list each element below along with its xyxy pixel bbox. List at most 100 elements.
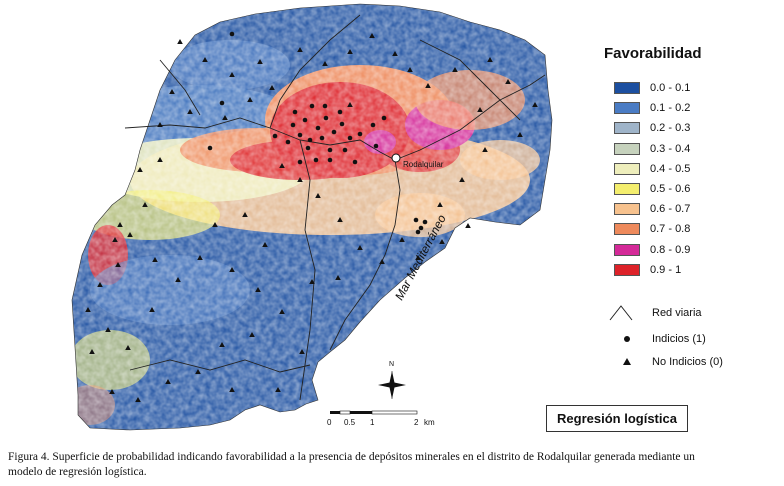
no-indicio-point <box>275 387 281 392</box>
raster-surface <box>72 4 552 430</box>
no-indicio-point <box>399 237 405 242</box>
no-indicio-point <box>127 232 133 237</box>
no-indicio-point <box>517 132 523 137</box>
no-indicio-point <box>392 51 398 56</box>
legend-swatch <box>614 122 640 135</box>
legend-swatch <box>614 162 640 175</box>
scale-tick-0-5: 0.5 <box>344 418 356 427</box>
no-indicio-point <box>482 147 488 152</box>
scale-tick-1: 1 <box>370 418 375 427</box>
no-indicio-point <box>379 259 385 264</box>
scale-bar <box>330 410 418 415</box>
north-arrow <box>378 371 406 399</box>
indicio-point <box>418 225 424 231</box>
no-indicio-point <box>169 89 175 94</box>
indicio-point <box>352 159 358 165</box>
no-indicio-point <box>222 115 228 120</box>
legend-item-label: 0.6 - 0.7 <box>650 203 691 216</box>
indicio-point <box>309 103 315 109</box>
legend-swatch <box>614 142 640 155</box>
legend-item-label: 0.5 - 0.6 <box>650 183 691 195</box>
scale-tick-0: 0 <box>327 418 332 427</box>
indicio-point <box>297 159 303 165</box>
legend-no-indicios-symbol <box>623 358 631 365</box>
no-indicio-point <box>369 33 375 38</box>
indicio-point <box>319 135 325 141</box>
no-indicio-point <box>125 345 131 350</box>
no-indicio-point <box>407 67 413 72</box>
legend-item: 0.7 - 0.8 <box>614 223 690 236</box>
legend-item: 0.1 - 0.2 <box>614 102 691 115</box>
indicio-point <box>313 157 319 163</box>
legend-item: 0.2 - 0.3 <box>614 122 691 135</box>
indicio-point <box>207 145 213 151</box>
legend-item: 0.5 - 0.6 <box>614 183 690 195</box>
no-indicio-point <box>337 217 343 222</box>
indicio-point <box>302 117 308 123</box>
legend-indicios-label: Indicios (1) <box>652 333 706 345</box>
indicio-point <box>323 115 329 121</box>
no-indicio-point <box>262 242 268 247</box>
no-indicio-point <box>149 307 155 312</box>
no-indicio-point <box>117 222 123 227</box>
no-indicio-point <box>465 223 471 228</box>
no-indicio-point <box>187 109 193 114</box>
indicio-point <box>285 139 291 145</box>
no-indicio-point <box>197 255 203 260</box>
indicio-point <box>290 122 296 128</box>
no-indicio-point <box>202 57 208 62</box>
no-indicio-point <box>177 39 183 44</box>
indicio-point <box>297 132 303 138</box>
caption-line-2: modelo de regresión logística. <box>8 466 147 478</box>
indicio-point <box>272 133 278 139</box>
legend-item-label: 0.2 - 0.3 <box>650 122 691 135</box>
legend-swatch <box>614 263 640 276</box>
legend-item-label: 0.9 - 1 <box>650 263 682 276</box>
no-indicio-point <box>439 239 445 244</box>
no-indicio-point <box>425 83 431 88</box>
legend-item: 0.4 - 0.5 <box>614 162 691 175</box>
no-indicio-point <box>242 212 248 217</box>
indicio-point <box>381 115 387 121</box>
no-indicio-point <box>315 193 321 198</box>
no-indicio-point <box>157 157 163 162</box>
no-indicio-point <box>97 282 103 287</box>
indicio-point <box>305 145 311 151</box>
no-indicio-point <box>195 369 201 374</box>
no-indicio-point <box>532 102 538 107</box>
legend-item-label: 0.3 - 0.4 <box>650 142 691 155</box>
no-indicio-point <box>415 255 421 260</box>
indicio-point <box>373 143 379 149</box>
indicios-points <box>207 31 428 235</box>
legend-road-label: Red viaria <box>652 307 702 319</box>
legend-swatch <box>614 82 640 94</box>
no-indicio-point <box>142 202 148 207</box>
indicio-point <box>339 121 345 127</box>
indicio-point <box>315 125 321 131</box>
indicio-point <box>357 131 363 137</box>
indicio-point <box>331 129 337 135</box>
no-indicio-point <box>135 397 141 402</box>
north-label: N <box>389 361 395 368</box>
no-indicio-point <box>175 277 181 282</box>
no-indicio-point <box>297 47 303 52</box>
method-label-box: Regresión logística <box>546 405 688 432</box>
indicio-point <box>327 147 333 153</box>
legend-item-label: 0.4 - 0.5 <box>650 162 691 175</box>
indicio-point <box>370 122 376 128</box>
no-indicio-point <box>85 307 91 312</box>
scale-unit: km <box>424 418 435 427</box>
legend-swatch <box>614 243 640 256</box>
no-indicio-point <box>229 267 235 272</box>
no-indicio-point <box>112 237 118 242</box>
no-indicio-point <box>89 349 95 354</box>
indicio-point <box>322 103 328 109</box>
indicio-point <box>347 135 353 141</box>
no-indicio-point <box>297 177 303 182</box>
legend-item-label: 0.1 - 0.2 <box>650 102 691 115</box>
legend-no-indicios-label: No Indicios (0) <box>652 356 723 368</box>
no-indicio-point <box>279 309 285 314</box>
no-indicio-point <box>212 222 218 227</box>
town-label: Rodalquilar <box>403 160 444 169</box>
